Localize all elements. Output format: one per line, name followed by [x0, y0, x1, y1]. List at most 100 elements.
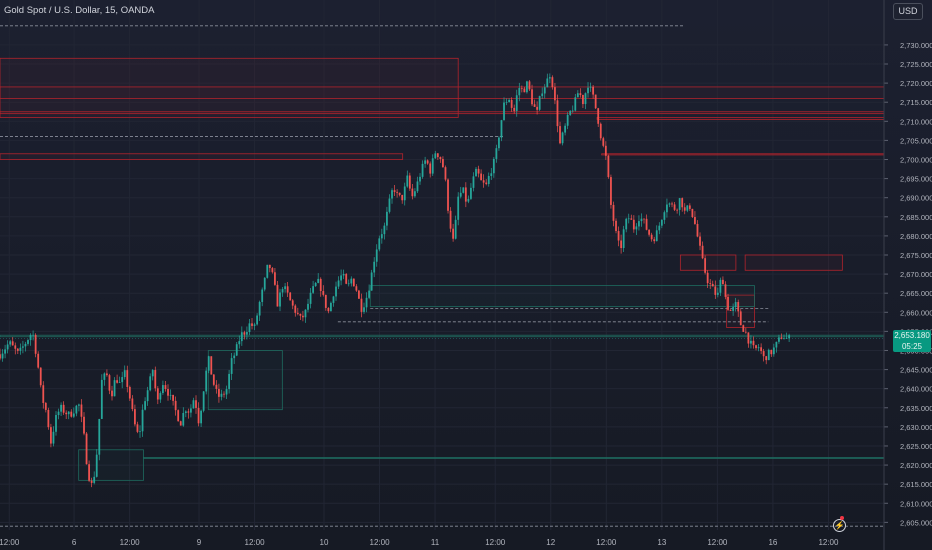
- candle-up: [220, 393, 223, 397]
- candle-up: [207, 356, 210, 371]
- candle-up: [159, 393, 162, 400]
- demand-zone: [143, 457, 885, 459]
- candle-up: [788, 335, 791, 339]
- candle-down: [523, 88, 526, 93]
- candle-down: [210, 356, 213, 375]
- price-tick-label: 2,635.000: [900, 404, 932, 413]
- candle-up: [526, 81, 528, 93]
- candle-up: [584, 93, 587, 105]
- candle-down: [582, 94, 584, 105]
- candle-down: [197, 407, 200, 424]
- candle-up: [330, 302, 332, 312]
- candle-down: [70, 411, 73, 417]
- candle-up: [470, 187, 472, 199]
- candle-down: [729, 309, 732, 311]
- candle-up: [256, 315, 259, 325]
- candle-up: [98, 418, 101, 455]
- price-tick-label: 2,640.000: [900, 385, 932, 394]
- candle-down: [531, 89, 533, 105]
- candle-down: [116, 380, 118, 383]
- time-axis[interactable]: 12:00 6 12:00 9 12:00 10 12:00 11 12:00 12 12:00 13…: [0, 538, 839, 547]
- candle-down: [302, 315, 304, 318]
- candle-up: [24, 343, 27, 347]
- candle-down: [134, 409, 136, 425]
- price-tick-label: 2,710.000: [900, 117, 932, 126]
- candle-down: [551, 77, 554, 88]
- candle-down: [482, 180, 485, 183]
- candle-down: [411, 188, 414, 197]
- candle-up: [505, 102, 508, 103]
- price-tick-label: 2,615.000: [900, 480, 932, 489]
- candle-up: [543, 87, 546, 94]
- candle-up: [569, 110, 572, 115]
- candle-up: [431, 158, 434, 174]
- candle-down: [739, 311, 742, 326]
- candle-down: [452, 228, 455, 239]
- candle-up: [388, 198, 391, 212]
- candle-up: [284, 286, 287, 290]
- candle-down: [617, 231, 620, 241]
- candle-up: [380, 234, 383, 239]
- supply-zone: [596, 117, 885, 120]
- currency-button[interactable]: USD: [893, 3, 923, 20]
- candle-up: [347, 283, 350, 285]
- candle-down: [742, 325, 745, 332]
- price-tick-label: 2,605.000: [900, 518, 932, 527]
- candle-up: [139, 431, 141, 433]
- candle-up: [246, 332, 248, 335]
- candle-down: [579, 93, 582, 95]
- candle-up: [487, 175, 490, 184]
- candle-down: [442, 159, 444, 168]
- candle-up: [495, 148, 498, 159]
- candle-up: [368, 290, 371, 298]
- last-price-badge[interactable]: 2,653.180 05:25: [893, 330, 931, 352]
- candle-up: [457, 196, 460, 220]
- candle-down: [597, 108, 600, 124]
- candle-down: [744, 331, 747, 333]
- candle-down: [594, 94, 597, 109]
- candle-up: [403, 186, 406, 201]
- price-tick-label: 2,675.000: [900, 251, 932, 260]
- candle-down: [80, 404, 83, 417]
- time-tick-label: 12: [546, 538, 555, 547]
- lightning-icon[interactable]: ⚡: [833, 519, 846, 532]
- candle-down: [195, 400, 197, 408]
- candle-up: [498, 137, 500, 149]
- candle-down: [444, 167, 447, 180]
- candle-down: [711, 283, 714, 287]
- candle-down: [426, 160, 429, 164]
- candle-up: [230, 358, 233, 374]
- price-tick-label: 2,670.000: [900, 270, 932, 279]
- candle-up: [783, 338, 785, 340]
- demand-zone: [0, 334, 885, 338]
- candle-up: [421, 163, 424, 177]
- price-tick-label: 2,700.000: [900, 156, 932, 165]
- demand-zone: [369, 285, 755, 307]
- candle-down: [85, 433, 88, 465]
- candle-up: [778, 337, 780, 342]
- candle-up: [640, 218, 643, 222]
- candle-up: [589, 86, 592, 88]
- candle-down: [615, 220, 617, 232]
- candle-up: [663, 212, 666, 220]
- candle-up: [190, 408, 192, 413]
- price-axis[interactable]: 2,605.000 2,610.000 2,615.000 2,620.000 2,62…: [883, 0, 932, 550]
- candle-down: [632, 219, 635, 230]
- candle-up: [248, 323, 251, 333]
- candle-up: [146, 390, 149, 402]
- candle-down: [701, 245, 704, 259]
- candle-down: [408, 175, 411, 189]
- candle-down: [271, 268, 274, 273]
- candle-up: [454, 219, 457, 239]
- candle-up: [281, 289, 284, 293]
- time-tick-label: 12:00: [120, 538, 141, 547]
- price-tick-label: 2,690.000: [900, 194, 932, 203]
- candle-down: [268, 264, 271, 269]
- candle-down: [559, 126, 561, 144]
- candle-up: [95, 454, 98, 477]
- candle-down: [106, 373, 108, 376]
- candle-up: [750, 340, 752, 344]
- candle-down: [554, 87, 556, 101]
- price-tick-label: 2,660.000: [900, 308, 932, 317]
